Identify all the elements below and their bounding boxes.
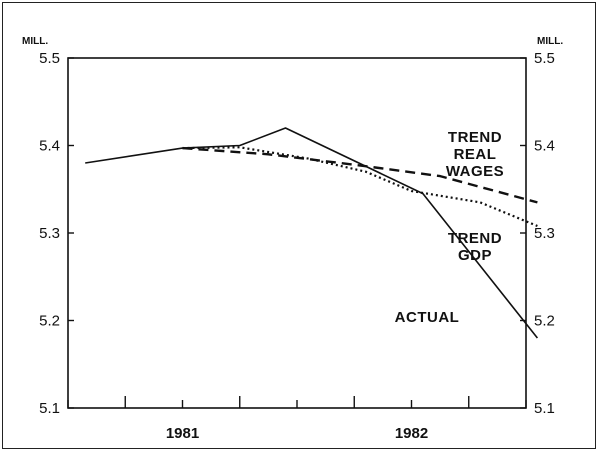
y-tick-label-right: 5.1: [534, 400, 555, 417]
chart-frame: [2, 2, 596, 449]
y-tick-label-right: 5.3: [534, 225, 555, 242]
y-tick-label-left: 5.2: [39, 313, 60, 330]
series-line-trend-real-wages: [182, 146, 538, 204]
series-line-actual: [85, 127, 539, 339]
series-line-trend-gdp: [182, 146, 538, 228]
y-tick-label-right: 5.4: [534, 138, 555, 155]
series-label-trend-real-wages: TREND: [448, 129, 502, 146]
x-tick-label-1981: 1981: [166, 425, 199, 442]
series-label-trend-gdp: GDP: [458, 247, 492, 264]
series-label-trend-gdp: TREND: [448, 230, 502, 247]
y-tick-label-right: 5.5: [534, 50, 555, 67]
series-label-trend-real-wages: REAL: [454, 146, 497, 163]
series-label-trend-real-wages: WAGES: [446, 163, 504, 180]
y-tick-label-right: 5.2: [534, 313, 555, 330]
series-label-actual: ACTUAL: [395, 309, 460, 326]
y-tick-label-left: 5.4: [39, 138, 60, 155]
y-tick-label-left: 5.1: [39, 400, 60, 417]
unit-label-left: MILL.: [22, 36, 48, 47]
x-tick-label-1982: 1982: [395, 425, 428, 442]
axes: 5.5 5.5 5.4 5.4 5.3 5.3 5.2 5.2 5.1 5.1 MILL. MILL.…: [22, 36, 563, 442]
y-tick-label-left: 5.3: [39, 225, 60, 242]
y-tick-label-left: 5.5: [39, 50, 60, 67]
unit-label-right: MILL.: [537, 36, 563, 47]
series-layer: [85, 127, 539, 339]
